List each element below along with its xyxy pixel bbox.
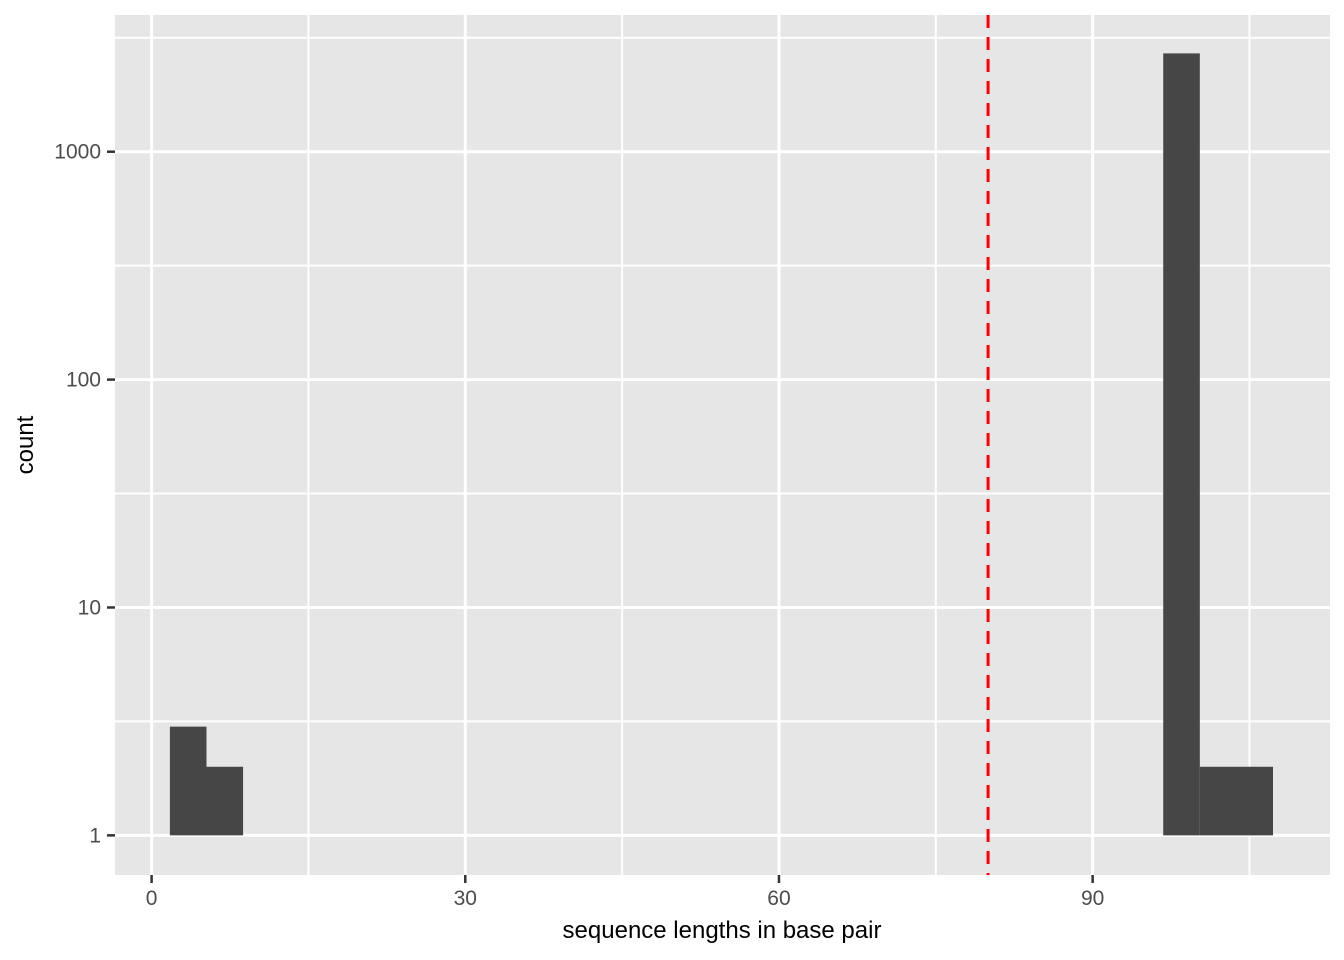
- y-tick-label: 10: [78, 596, 101, 619]
- y-axis-title: count: [12, 415, 39, 474]
- x-tick-label: 30: [454, 887, 477, 910]
- histogram-bar: [1199, 766, 1274, 836]
- major-gridlines: [115, 15, 1330, 875]
- histogram-bar: [206, 766, 244, 836]
- panel-background: [115, 15, 1330, 875]
- x-tick-label: 0: [146, 887, 158, 910]
- minor-gridlines: [115, 15, 1330, 875]
- histogram-bar: [1163, 53, 1200, 836]
- x-tick-label: 90: [1081, 887, 1104, 910]
- plot-panel: [115, 15, 1330, 875]
- histogram-bars: [169, 53, 1274, 836]
- y-tick-label: 1: [89, 824, 101, 847]
- x-tick-label: 60: [767, 887, 790, 910]
- axis-tick-labels: 0 30 60 90 1 10 100 1000: [54, 141, 1104, 910]
- histogram-bar: [169, 726, 207, 836]
- axis-ticks: [107, 150, 1094, 883]
- y-tick-label: 1000: [54, 141, 101, 164]
- y-tick-label: 100: [66, 369, 101, 392]
- x-axis-title: sequence lengths in base pair: [563, 917, 882, 944]
